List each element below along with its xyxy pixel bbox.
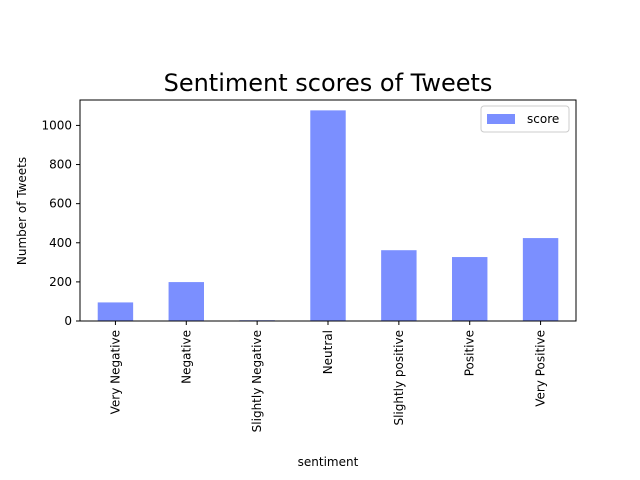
bars-group bbox=[97, 110, 559, 322]
x-tick-label: Negative bbox=[179, 330, 193, 384]
y-tick-label: 0 bbox=[64, 314, 72, 328]
x-tick-label: Slightly Negative bbox=[250, 330, 264, 432]
x-tick-label: Neutral bbox=[321, 330, 335, 374]
y-tick-label: 800 bbox=[49, 158, 72, 172]
bar bbox=[168, 282, 204, 321]
y-tick-label: 600 bbox=[49, 197, 72, 211]
legend-box bbox=[480, 105, 570, 133]
y-axis-label: Number of Tweets bbox=[15, 157, 29, 265]
x-tick-label: Slightly positive bbox=[392, 330, 406, 426]
chart-title: Sentiment scores of Tweets bbox=[164, 69, 493, 97]
plot-frame bbox=[79, 99, 577, 322]
x-tick-label: Positive bbox=[463, 330, 477, 376]
x-tick-label: Very Positive bbox=[534, 330, 548, 407]
bar bbox=[97, 302, 134, 321]
y-tick-label: 200 bbox=[49, 275, 72, 289]
y-tick-label: 1000 bbox=[41, 118, 72, 132]
bar bbox=[310, 110, 346, 322]
y-axis-ticks: 0 200 400 600 800 1000 bbox=[41, 118, 80, 328]
x-axis-label: sentiment bbox=[298, 455, 359, 469]
bar bbox=[522, 238, 559, 321]
bar bbox=[381, 250, 417, 321]
y-tick-label: 400 bbox=[49, 236, 72, 250]
legend-swatch bbox=[487, 114, 515, 124]
bar bbox=[452, 257, 488, 321]
x-tick-label: Very Negative bbox=[108, 330, 122, 414]
x-axis-ticks: Very Negative Negative Slightly Negative Ne… bbox=[108, 321, 548, 432]
legend-label: score bbox=[527, 112, 559, 126]
legend: score bbox=[480, 105, 570, 133]
